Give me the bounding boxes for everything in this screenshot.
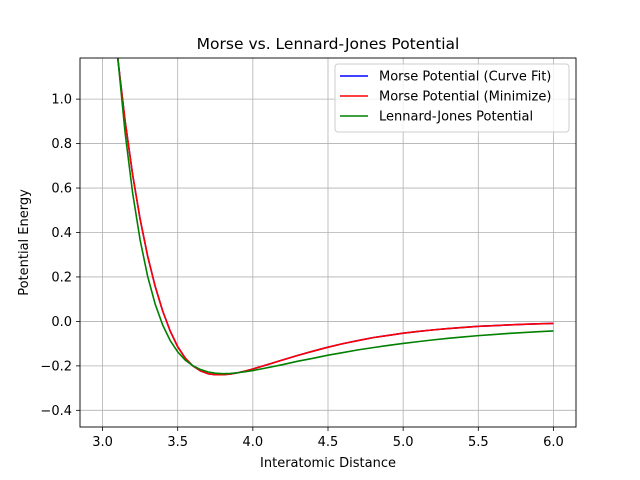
y-tick-label: 0.4 (51, 226, 72, 241)
legend-box (334, 63, 570, 133)
y-tick-label: −0.2 (40, 359, 72, 374)
x-tick-label: 5.0 (393, 435, 414, 450)
x-tick-label: 6.0 (543, 435, 564, 450)
y-tick-label: 0.8 (51, 137, 72, 152)
x-tick-label: 4.0 (243, 435, 264, 450)
y-axis: −0.4 −0.2 0.0 0.2 0.4 0.6 0.8 1.0 (40, 93, 80, 419)
legend: Morse Potential (Curve Fit) Morse Potenti… (334, 63, 570, 133)
x-axis-label: Interatomic Distance (260, 456, 396, 471)
chart-title: Morse vs. Lennard-Jones Potential (197, 35, 460, 53)
y-tick-label: 0.6 (51, 182, 72, 197)
legend-label-3: Lennard-Jones Potential (379, 110, 533, 125)
x-tick-label: 3.5 (167, 435, 188, 450)
series-line-3 (117, 58, 554, 375)
series-line-2 (116, 58, 554, 376)
x-tick-label: 4.5 (318, 435, 339, 450)
legend-label-2: Morse Potential (Minimize) (379, 90, 551, 105)
x-axis: 3.0 3.5 4.0 4.5 5.0 5.5 6.0 (92, 427, 564, 450)
x-tick-label: 5.5 (468, 435, 489, 450)
y-tick-label: 1.0 (51, 93, 72, 108)
series-layer (116, 58, 554, 376)
y-tick-label: 0.0 (51, 315, 72, 330)
y-tick-label: 0.2 (51, 270, 72, 285)
x-tick-label: 3.0 (92, 435, 113, 450)
y-axis-label: Potential Energy (17, 189, 32, 296)
y-tick-label: −0.4 (40, 404, 72, 419)
legend-label-1: Morse Potential (Curve Fit) (379, 70, 551, 85)
